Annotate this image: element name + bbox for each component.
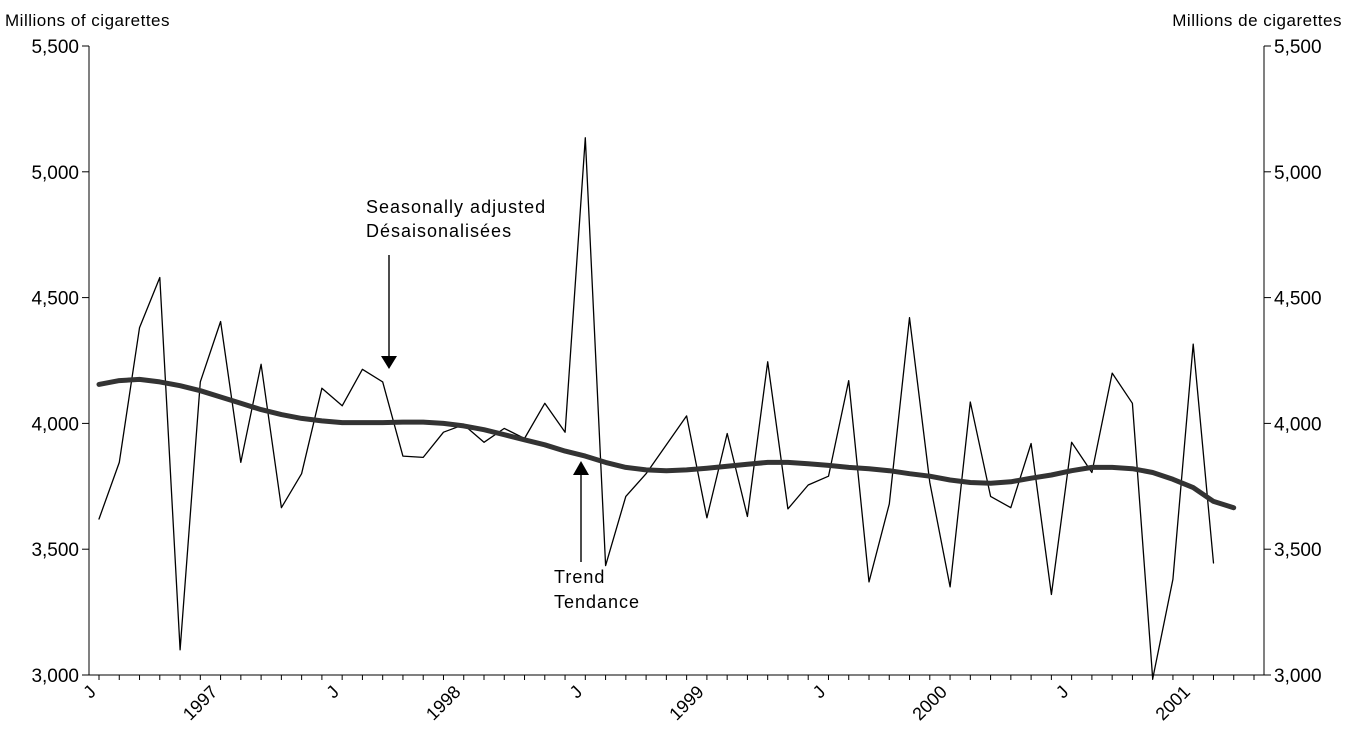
right-y-tick-label: 3,000 bbox=[1274, 666, 1322, 687]
right-y-tick-label: 4,500 bbox=[1274, 289, 1322, 310]
annotation-seasonally-adjusted-line1: Seasonally adjusted bbox=[366, 197, 546, 217]
x-tick-label: J bbox=[79, 682, 100, 703]
x-tick-label: J bbox=[322, 682, 343, 703]
x-tick-label: 1999 bbox=[665, 682, 707, 724]
left-unit-label: Millions of cigarettes bbox=[5, 11, 170, 30]
x-tick-label: 2001 bbox=[1152, 682, 1194, 724]
x-tick-label: 2000 bbox=[908, 682, 950, 724]
x-tick-label: 1998 bbox=[422, 682, 464, 724]
x-tick-label: J bbox=[1052, 682, 1073, 703]
series-line-trend bbox=[96, 376, 1237, 511]
left-y-tick-label: 3,500 bbox=[31, 540, 79, 561]
x-tick-label: J bbox=[809, 682, 830, 703]
right-y-tick-label: 5,500 bbox=[1274, 37, 1322, 58]
left-y-tick-label: 5,500 bbox=[31, 37, 79, 58]
annotation-trend-arrowhead bbox=[573, 461, 589, 475]
annotation-seasonally-adjusted-arrowhead bbox=[381, 356, 397, 369]
annotation-trend-line2: Tendance bbox=[554, 592, 640, 612]
left-y-tick-label: 3,000 bbox=[31, 666, 79, 687]
right-y-tick-label: 3,500 bbox=[1274, 540, 1322, 561]
left-y-axis: 3,000 3,500 4,000 4,500 5,000 5,500 bbox=[31, 37, 90, 687]
x-axis: J 1997 J 1998 J 1999 J 2000 J 2001 bbox=[79, 674, 1264, 724]
x-tick-label: J bbox=[566, 682, 587, 703]
annotation-trend: Trend Tendance bbox=[554, 461, 640, 612]
left-y-tick-label: 5,000 bbox=[31, 163, 79, 184]
x-tick-label: 1997 bbox=[179, 682, 221, 724]
annotation-seasonally-adjusted: Seasonally adjusted Désaisonalisées bbox=[366, 197, 546, 369]
annotation-seasonally-adjusted-line2: Désaisonalisées bbox=[366, 221, 512, 241]
series-layer bbox=[96, 137, 1237, 680]
right-y-axis: 3,000 3,500 4,000 4,500 5,000 5,500 bbox=[1263, 37, 1322, 687]
right-unit-label: Millions de cigarettes bbox=[1172, 11, 1342, 30]
right-y-tick-label: 4,000 bbox=[1274, 414, 1322, 435]
annotation-trend-line1: Trend bbox=[554, 567, 605, 587]
left-y-tick-label: 4,000 bbox=[31, 414, 79, 435]
series-line-seasonally-adjusted bbox=[98, 137, 1215, 680]
right-y-tick-label: 5,000 bbox=[1274, 163, 1322, 184]
left-y-tick-label: 4,500 bbox=[31, 289, 79, 310]
